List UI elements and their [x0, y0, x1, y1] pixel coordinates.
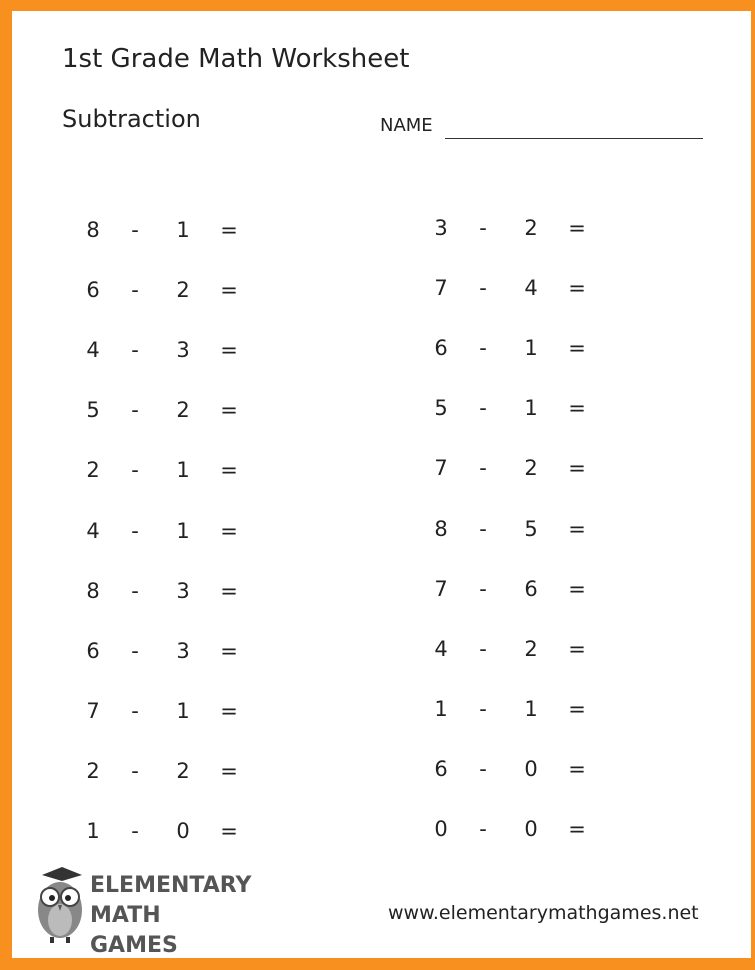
subtrahend: 1 [176, 218, 190, 242]
minus-sign: - [479, 216, 487, 240]
minuend: 5 [86, 398, 100, 423]
minus-sign: - [131, 398, 139, 423]
minuend: 1 [86, 819, 100, 843]
minuend: 1 [434, 696, 448, 721]
footer-url[interactable]: www.elementarymathgames.net [388, 902, 699, 924]
minus-sign: - [479, 276, 487, 301]
minus-sign: - [131, 518, 139, 543]
subtrahend: 6 [524, 576, 538, 601]
equals-sign: = [568, 636, 586, 661]
subtrahend: 0 [524, 756, 538, 781]
name-field-line[interactable] [445, 138, 703, 139]
logo-text-line1: ELEMENTARY [90, 873, 252, 898]
subtrahend: 2 [176, 278, 190, 303]
equals-sign: = [568, 756, 586, 781]
equals-sign: = [220, 698, 238, 723]
minuend: 8 [434, 516, 448, 541]
minuend: 6 [86, 278, 100, 303]
subtrahend: 1 [176, 458, 190, 483]
name-label: NAME [380, 115, 433, 136]
subtrahend: 1 [524, 696, 538, 721]
equals-sign: = [568, 696, 586, 721]
minus-sign: - [479, 576, 487, 601]
minus-sign: - [479, 516, 487, 541]
minuend: 6 [434, 336, 448, 361]
minus-sign: - [479, 817, 487, 841]
minuend: 7 [434, 456, 448, 481]
logo-text-line2: MATH GAMES [90, 903, 178, 958]
minuend: 8 [86, 218, 100, 242]
worksheet-page [12, 11, 751, 958]
minuend: 6 [434, 756, 448, 781]
equals-sign: = [568, 216, 586, 240]
equals-sign: = [220, 398, 238, 423]
subtrahend: 2 [176, 398, 190, 423]
minuend: 7 [86, 698, 100, 723]
minus-sign: - [131, 338, 139, 363]
equals-sign: = [220, 518, 238, 543]
worksheet-subtitle: Subtraction [62, 105, 201, 133]
equals-sign: = [568, 456, 586, 481]
minus-sign: - [479, 396, 487, 421]
subtrahend: 3 [176, 578, 190, 603]
subtrahend: 4 [524, 276, 538, 301]
equals-sign: = [568, 817, 586, 841]
subtrahend: 1 [524, 336, 538, 361]
subtrahend: 0 [524, 817, 538, 841]
minuend: 4 [86, 338, 100, 363]
equals-sign: = [220, 278, 238, 303]
minuend: 2 [86, 458, 100, 483]
subtrahend: 3 [176, 338, 190, 363]
subtrahend: 2 [524, 456, 538, 481]
equals-sign: = [220, 338, 238, 363]
subtrahend: 3 [176, 638, 190, 663]
minuend: 5 [434, 396, 448, 421]
minus-sign: - [131, 698, 139, 723]
equals-sign: = [568, 396, 586, 421]
equals-sign: = [220, 458, 238, 483]
subtrahend: 2 [176, 758, 190, 783]
minus-sign: - [131, 758, 139, 783]
subtrahend: 0 [176, 819, 190, 843]
minus-sign: - [131, 638, 139, 663]
subtrahend: 2 [524, 216, 538, 240]
minuend: 7 [434, 576, 448, 601]
minus-sign: - [479, 696, 487, 721]
minuend: 2 [86, 758, 100, 783]
minus-sign: - [479, 636, 487, 661]
minuend: 6 [86, 638, 100, 663]
minus-sign: - [131, 458, 139, 483]
equals-sign: = [220, 819, 238, 843]
minuend: 7 [434, 276, 448, 301]
subtrahend: 1 [176, 698, 190, 723]
subtrahend: 5 [524, 516, 538, 541]
subtrahend: 1 [176, 518, 190, 543]
minuend: 4 [86, 518, 100, 543]
equals-sign: = [220, 578, 238, 603]
minus-sign: - [131, 218, 139, 242]
minus-sign: - [479, 756, 487, 781]
minus-sign: - [479, 456, 487, 481]
subtrahend: 2 [524, 636, 538, 661]
minus-sign: - [131, 578, 139, 603]
equals-sign: = [220, 218, 238, 242]
minus-sign: - [131, 278, 139, 303]
minuend: 4 [434, 636, 448, 661]
minus-sign: - [479, 336, 487, 361]
minuend: 8 [86, 578, 100, 603]
equals-sign: = [568, 576, 586, 601]
equals-sign: = [568, 516, 586, 541]
equals-sign: = [568, 336, 586, 361]
minuend: 3 [434, 216, 448, 240]
minuend: 0 [434, 817, 448, 841]
equals-sign: = [568, 276, 586, 301]
logo: ELEMENTARY MATH GAMES [32, 865, 251, 958]
subtrahend: 1 [524, 396, 538, 421]
minus-sign: - [131, 819, 139, 843]
equals-sign: = [220, 758, 238, 783]
equals-sign: = [220, 638, 238, 663]
owl-graduate-icon [38, 867, 82, 943]
page-title: 1st Grade Math Worksheet [62, 44, 410, 74]
